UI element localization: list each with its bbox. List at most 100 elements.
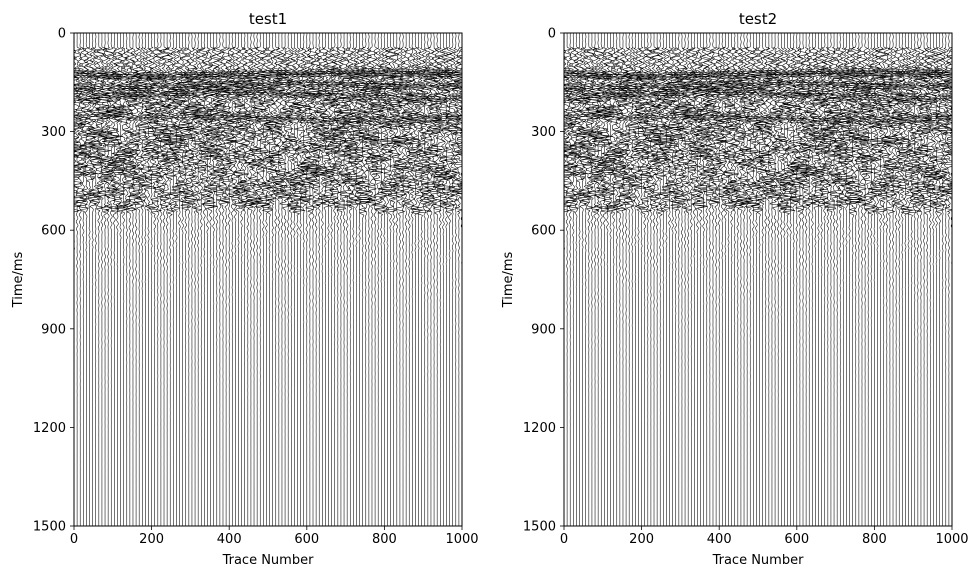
seismic-trace	[148, 33, 168, 526]
seismic-trace	[359, 33, 379, 526]
seismic-trace	[309, 33, 329, 526]
seismic-trace	[121, 33, 138, 526]
x-tick-label: 200	[139, 532, 164, 547]
seismic-trace	[362, 33, 383, 526]
y-axis-label: Time/ms	[501, 251, 516, 308]
seismic-trace	[369, 33, 388, 526]
seismic-trace	[564, 33, 583, 526]
seismic-trace	[678, 33, 698, 526]
seismic-trace	[824, 33, 844, 526]
seismic-trace	[391, 33, 410, 526]
seismic-trace	[331, 33, 351, 526]
seismic-trace	[703, 33, 724, 526]
seismic-trace	[279, 33, 298, 526]
y-tick-label: 1200	[33, 421, 66, 436]
seismic-trace	[604, 33, 624, 526]
seismic-trace	[296, 33, 312, 526]
seismic-trace	[793, 33, 813, 526]
seismic-trace	[325, 33, 344, 526]
seismic-trace	[868, 33, 887, 526]
seismic-trace	[620, 33, 639, 526]
seismic-trace	[803, 33, 820, 526]
seismic-trace	[303, 33, 323, 526]
seismic-trace	[375, 33, 394, 526]
seismic-trace	[759, 33, 779, 526]
seismic-trace	[434, 33, 453, 526]
seismic-trace	[831, 33, 850, 526]
seismic-trace	[313, 33, 330, 526]
seismic-trace	[126, 33, 146, 526]
seismic-trace	[765, 33, 781, 526]
seismic-trace	[403, 33, 422, 526]
seismic-trace	[248, 33, 267, 526]
seismic-trace	[437, 33, 456, 526]
seismic-trace	[881, 33, 900, 526]
x-tick-label: 1000	[935, 532, 968, 547]
seismic-trace	[256, 33, 274, 526]
seismic-trace	[782, 33, 800, 526]
seismic-trace	[728, 33, 747, 526]
seismic-trace	[938, 33, 952, 526]
y-tick-label: 300	[531, 125, 556, 140]
x-tick-label: 400	[217, 532, 242, 547]
y-tick-label: 600	[41, 224, 66, 239]
seismic-trace	[378, 33, 397, 526]
seismic-trace	[746, 33, 764, 526]
seismic-trace	[169, 33, 190, 526]
seismic-trace	[657, 33, 676, 526]
x-tick-label: 0	[70, 532, 78, 547]
seismic-trace	[807, 33, 825, 526]
seismic-trace	[381, 33, 401, 526]
seismic-trace	[905, 33, 925, 526]
seismic-trace	[566, 33, 585, 526]
seismic-trace	[283, 33, 301, 526]
seismic-trace	[889, 33, 909, 526]
seismic-trace	[852, 33, 873, 526]
x-tick-label: 0	[560, 532, 568, 547]
seismic-trace	[204, 33, 223, 526]
seismic-trace	[141, 33, 157, 526]
seismic-trace	[307, 33, 324, 526]
seismic-trace	[590, 33, 605, 526]
seismic-trace	[797, 33, 814, 526]
seismic-trace	[595, 33, 614, 526]
panel-test2: 0 200 400 600 800 1000 0 300 600 900 1200 1500 test2…	[501, 10, 969, 568]
x-tick-label: 600	[784, 532, 809, 547]
seismic-trace	[242, 33, 260, 526]
seismic-trace	[769, 33, 788, 526]
seismic-trace	[675, 33, 696, 526]
seismic-trace	[101, 33, 121, 526]
seismic-trace	[299, 33, 320, 526]
seismic-trace	[631, 33, 647, 526]
seismic-trace	[635, 33, 654, 526]
seismic-trace	[74, 33, 91, 526]
seismic-trace	[201, 33, 221, 526]
seismic-trace	[415, 33, 435, 526]
seismic-trace	[638, 33, 658, 526]
seismic-trace	[188, 33, 208, 526]
seismic-trace	[607, 33, 627, 526]
seismic-trace	[582, 33, 602, 526]
x-tick-label: 800	[372, 532, 397, 547]
seismic-trace	[198, 33, 217, 526]
seismic-trace	[341, 33, 360, 526]
seismic-trace	[706, 33, 727, 526]
seismic-trace	[74, 33, 93, 526]
seismic-trace	[319, 33, 337, 526]
seismic-trace	[100, 33, 115, 526]
seismic-trace	[185, 33, 206, 526]
seismic-trace	[576, 33, 596, 526]
seismic-trace	[76, 33, 95, 526]
seismic-trace	[420, 33, 441, 526]
seismic-trace	[719, 33, 739, 526]
seismic-trace	[324, 33, 341, 526]
seismic-trace	[827, 33, 847, 526]
y-tick-label: 1500	[523, 520, 556, 535]
seismic-trace	[269, 33, 289, 526]
seismic-trace	[157, 33, 177, 526]
seismic-trace	[663, 33, 682, 526]
seismic-trace	[883, 33, 903, 526]
x-tick-label: 800	[862, 532, 887, 547]
x-axis-label: Trace Number	[712, 553, 804, 568]
seismic-trace	[275, 33, 291, 526]
